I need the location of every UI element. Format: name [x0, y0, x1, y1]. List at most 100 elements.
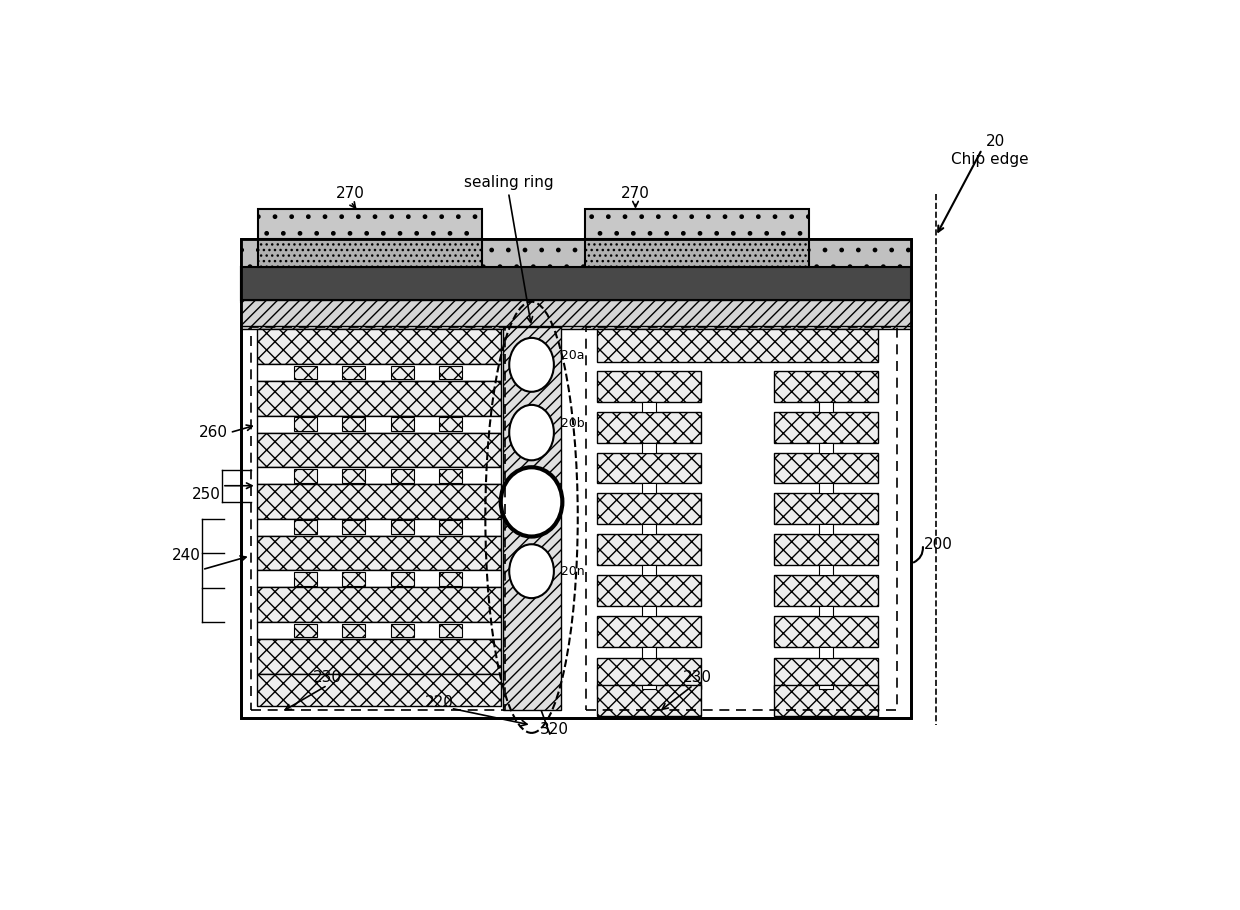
Bar [774, 534, 878, 565]
Bar [391, 469, 414, 482]
Bar [391, 521, 414, 534]
Bar [641, 524, 656, 534]
Bar [342, 366, 366, 379]
Bar [342, 521, 366, 534]
Bar [596, 371, 701, 402]
Bar [342, 572, 366, 586]
Bar [641, 606, 656, 616]
Ellipse shape [510, 544, 554, 598]
Bar [257, 622, 501, 639]
Bar [439, 469, 463, 482]
Bar [596, 329, 878, 362]
Bar [294, 469, 316, 482]
Bar [342, 623, 366, 637]
Bar [257, 364, 501, 381]
Bar [242, 302, 911, 329]
Bar [294, 572, 316, 586]
Text: 230: 230 [312, 670, 342, 685]
Bar [818, 606, 832, 616]
Text: 270: 270 [336, 187, 365, 201]
Bar [596, 685, 701, 716]
Text: 240: 240 [171, 549, 201, 563]
Bar [242, 238, 911, 717]
Bar [439, 417, 463, 431]
Bar [818, 565, 832, 575]
Bar [818, 442, 832, 452]
Text: 220n: 220n [553, 565, 585, 578]
Bar [391, 572, 414, 586]
Text: 320: 320 [541, 722, 569, 736]
Bar [818, 524, 832, 534]
Bar [585, 209, 808, 238]
Bar [391, 366, 414, 379]
Bar [250, 327, 505, 710]
Bar [242, 238, 911, 267]
Bar [257, 484, 501, 519]
Bar [257, 416, 501, 432]
Bar [818, 685, 832, 689]
Bar [258, 209, 481, 238]
Bar [503, 327, 560, 710]
Bar [391, 623, 414, 637]
Bar [242, 267, 911, 302]
Bar [294, 521, 316, 534]
Text: sealing ring: sealing ring [464, 175, 553, 190]
Bar [774, 412, 878, 442]
Text: 250: 250 [192, 487, 221, 501]
Bar [257, 673, 501, 706]
Bar [257, 381, 501, 416]
Bar [342, 417, 366, 431]
Bar [818, 647, 832, 658]
Bar [641, 402, 656, 412]
Bar [596, 616, 701, 647]
Bar [596, 412, 701, 442]
Bar [439, 623, 463, 637]
Bar [439, 572, 463, 586]
Bar [774, 493, 878, 524]
Bar [242, 267, 911, 300]
Text: 220: 220 [425, 694, 454, 710]
Bar [641, 565, 656, 575]
Bar [596, 534, 701, 565]
Bar [774, 616, 878, 647]
Text: 200: 200 [924, 537, 954, 551]
Ellipse shape [501, 467, 563, 537]
Bar [257, 329, 501, 364]
Bar [774, 685, 878, 716]
Text: 270: 270 [621, 187, 650, 201]
Bar [641, 647, 656, 658]
Bar [439, 521, 463, 534]
Bar [257, 571, 501, 587]
Bar [294, 366, 316, 379]
Text: 220b: 220b [553, 417, 585, 430]
Bar [774, 575, 878, 606]
Bar [818, 402, 832, 412]
Bar [257, 432, 501, 467]
Bar [257, 467, 501, 484]
Bar [242, 300, 911, 326]
Bar [258, 238, 481, 267]
Bar [585, 238, 808, 267]
Ellipse shape [510, 405, 554, 460]
Bar [641, 442, 656, 452]
Bar [257, 536, 501, 571]
Bar [587, 327, 898, 710]
Bar [818, 483, 832, 493]
Bar [294, 417, 316, 431]
Text: 220a: 220a [553, 349, 584, 362]
Text: 260: 260 [198, 425, 227, 440]
Bar [257, 519, 501, 536]
Text: 230: 230 [682, 670, 712, 685]
Bar [257, 587, 501, 622]
Bar [242, 238, 911, 717]
Bar [774, 658, 878, 689]
Bar [294, 623, 316, 637]
Bar [596, 658, 701, 689]
Bar [342, 469, 366, 482]
Bar [596, 575, 701, 606]
Bar [596, 452, 701, 483]
Bar [641, 483, 656, 493]
Text: Chip edge: Chip edge [951, 152, 1029, 167]
Bar [774, 371, 878, 402]
Bar [596, 493, 701, 524]
